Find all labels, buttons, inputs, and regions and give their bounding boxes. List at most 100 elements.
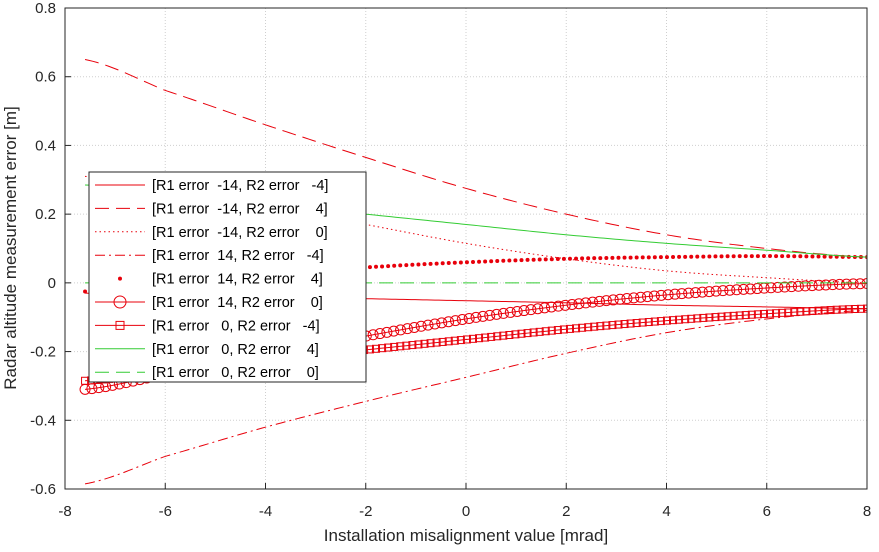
data-point [699,313,708,322]
data-point [401,323,413,335]
data-point [414,340,423,349]
data-point [422,319,434,331]
data-point [863,304,867,313]
data-point [434,261,439,266]
y-axis-label: Radar altitude measurement error [m] [1,106,20,389]
data-point [828,254,833,259]
data-point [737,254,742,259]
data-point [820,306,829,315]
data-point [464,260,469,265]
y-tick-label: -0.2 [30,344,56,361]
legend-label: [R1 error 14, R2 error 0] [152,295,323,311]
data-point [713,254,718,259]
data-point [614,293,626,305]
data-point [477,310,489,322]
series-4 [84,309,867,485]
data-point [802,307,811,316]
data-point [677,254,682,259]
data-point [834,278,846,290]
data-point [772,281,784,293]
legend-label: [R1 error 14, R2 error 4] [152,272,323,288]
data-point [525,257,530,262]
data-point [703,286,715,298]
legend-label: [R1 error 0, R2 error 4] [152,342,319,358]
data-point [398,263,403,268]
x-axis-label: Installation misalignment value [mrad] [324,526,608,545]
legend-marker [113,295,127,309]
data-point [596,322,605,331]
data-point [574,256,579,261]
data-point [861,278,867,290]
data-point [695,254,700,259]
data-point [832,305,841,314]
data-point [696,286,708,298]
data-point [539,302,551,314]
data-point [822,254,827,259]
x-tick-label: 8 [863,503,871,520]
data-point [422,262,427,267]
y-tick-label: 0.2 [35,206,56,223]
data-point [784,308,793,317]
data-point [416,262,421,267]
data-point [804,254,809,259]
data-point [846,254,851,259]
data-point [786,254,791,259]
x-tick-label: 0 [462,503,470,520]
data-point [840,278,852,290]
data-point [590,322,599,331]
x-tick-label: -8 [58,503,71,520]
data-point [572,324,581,333]
data-point [456,314,468,326]
data-point [749,254,754,259]
data-point [743,254,748,259]
legend-box [88,171,367,383]
data-point [820,279,832,291]
data-point [798,254,803,259]
data-point [766,309,775,318]
data-point [690,287,702,299]
legend-label: [R1 error 0, R2 error -4] [152,318,320,334]
data-point [555,257,560,262]
data-point [640,255,645,260]
data-point [440,261,445,266]
data-point [608,321,617,330]
data-point [517,329,526,338]
data-point [593,295,605,307]
data-point [580,297,592,309]
data-point [604,255,609,260]
data-point [381,326,393,338]
series-3 [85,175,867,284]
data-point [628,292,640,304]
data-point [753,310,762,319]
data-point [584,323,593,332]
data-point [705,313,714,322]
data-point [549,257,554,262]
data-point [669,288,681,300]
data-point [747,310,756,319]
legend-label: [R1 error -14, R2 error 0] [152,225,328,241]
data-point [392,263,397,268]
data-point [806,280,818,292]
legend-item: [R1 error 14, R2 error -4] [95,248,324,264]
data-point [432,338,441,347]
data-point [827,279,839,291]
data-point [723,312,732,321]
data-point [456,336,465,345]
data-point [735,311,744,320]
data-point [483,259,488,264]
data-point [408,341,417,350]
data-point [388,325,400,337]
data-point [786,281,798,293]
y-tick-label: -0.6 [30,481,56,498]
data-point [844,305,853,314]
legend-label: [R1 error -14, R2 error -4] [152,178,328,194]
data-point [626,319,635,328]
data-point [519,258,524,263]
data-point [468,334,477,343]
data-point [543,257,548,262]
legend-label: [R1 error -14, R2 error 4] [152,201,328,217]
data-point [675,315,684,324]
data-point [505,330,514,339]
data-point [854,278,866,290]
data-point [497,307,509,319]
